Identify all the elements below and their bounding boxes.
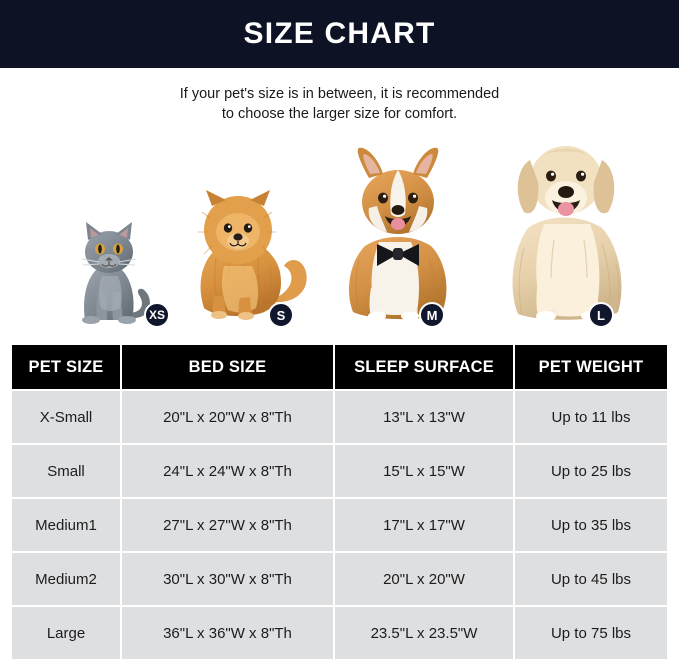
cell-pet-size: Large (12, 607, 122, 659)
column-header-pet-size: PET SIZE (12, 345, 122, 389)
size-table: PET SIZE BED SIZE SLEEP SURFACE PET WEIG… (12, 345, 667, 659)
size-badge-xs: XS (144, 302, 170, 328)
table-row: X-Small 20"L x 20"W x 8"Th 13"L x 13"W U… (12, 391, 667, 443)
cell-sleep-surface: 15"L x 15"W (335, 445, 515, 497)
table-row: Large 36"L x 36"W x 8"Th 23.5"L x 23.5"W… (12, 607, 667, 659)
page-title: SIZE CHART (243, 17, 436, 50)
table-row: Medium1 27"L x 27"W x 8"Th 17"L x 17"W U… (12, 499, 667, 551)
size-badge-l: L (588, 302, 614, 328)
table-header-row: PET SIZE BED SIZE SLEEP SURFACE PET WEIG… (12, 345, 667, 389)
column-header-pet-weight: PET WEIGHT (538, 357, 644, 376)
table-row: Small 24"L x 24"W x 8"Th 15"L x 15"W Up … (12, 445, 667, 497)
cell-sleep-surface: 17"L x 17"W (335, 499, 515, 551)
size-badge-s: S (268, 302, 294, 328)
pet-figure-xs: XS (60, 214, 170, 332)
header-banner: SIZE CHART (0, 0, 679, 68)
cell-bed-size: 24"L x 24"W x 8"Th (122, 445, 335, 497)
cell-bed-size: 20"L x 20"W x 8"Th (122, 391, 335, 443)
corgi-dog-bowtie-icon (349, 147, 447, 321)
cell-pet-weight: Up to 45 lbs (515, 553, 667, 605)
table-row: Medium2 30"L x 30"W x 8"Th 20"L x 20"W U… (12, 553, 667, 605)
subtitle-line-1: If your pet's size is in between, it is … (179, 86, 500, 102)
grey-cat-icon (81, 222, 150, 324)
cell-pet-size: Small (12, 445, 122, 497)
size-badge-m: M (419, 302, 445, 328)
cell-pet-size: Medium2 (12, 553, 122, 605)
cell-sleep-surface: 23.5"L x 23.5"W (335, 607, 515, 659)
cell-bed-size: 30"L x 30"W x 8"Th (122, 553, 335, 605)
column-header-sleep-surface: SLEEP SURFACE (335, 345, 515, 389)
bowtie-icon (377, 244, 419, 266)
pet-figure-s: S (180, 184, 320, 332)
pomeranian-dog-icon (198, 190, 307, 320)
cell-pet-weight: Up to 75 lbs (515, 607, 667, 659)
column-header-bed-size: BED SIZE (122, 345, 335, 389)
cell-pet-weight: Up to 25 lbs (515, 445, 667, 497)
subtitle-text: If your pet's size is in between, it is … (0, 84, 679, 124)
subtitle-line-2: to choose the larger size for comfort. (221, 106, 458, 122)
cell-pet-size: X-Small (12, 391, 122, 443)
cell-bed-size: 27"L x 27"W x 8"Th (122, 499, 335, 551)
pet-figure-m: M (325, 146, 473, 332)
pet-figure-l: L (490, 124, 640, 332)
cell-pet-weight: Up to 35 lbs (515, 499, 667, 551)
cell-pet-weight: Up to 11 lbs (515, 391, 667, 443)
cell-sleep-surface: 13"L x 13"W (335, 391, 515, 443)
cell-sleep-surface: 20"L x 20"W (335, 553, 515, 605)
cell-bed-size: 36"L x 36"W x 8"Th (122, 607, 335, 659)
golden-retriever-icon (512, 146, 622, 321)
pet-illustrations: XS (0, 124, 679, 332)
cell-pet-size: Medium1 (12, 499, 122, 551)
